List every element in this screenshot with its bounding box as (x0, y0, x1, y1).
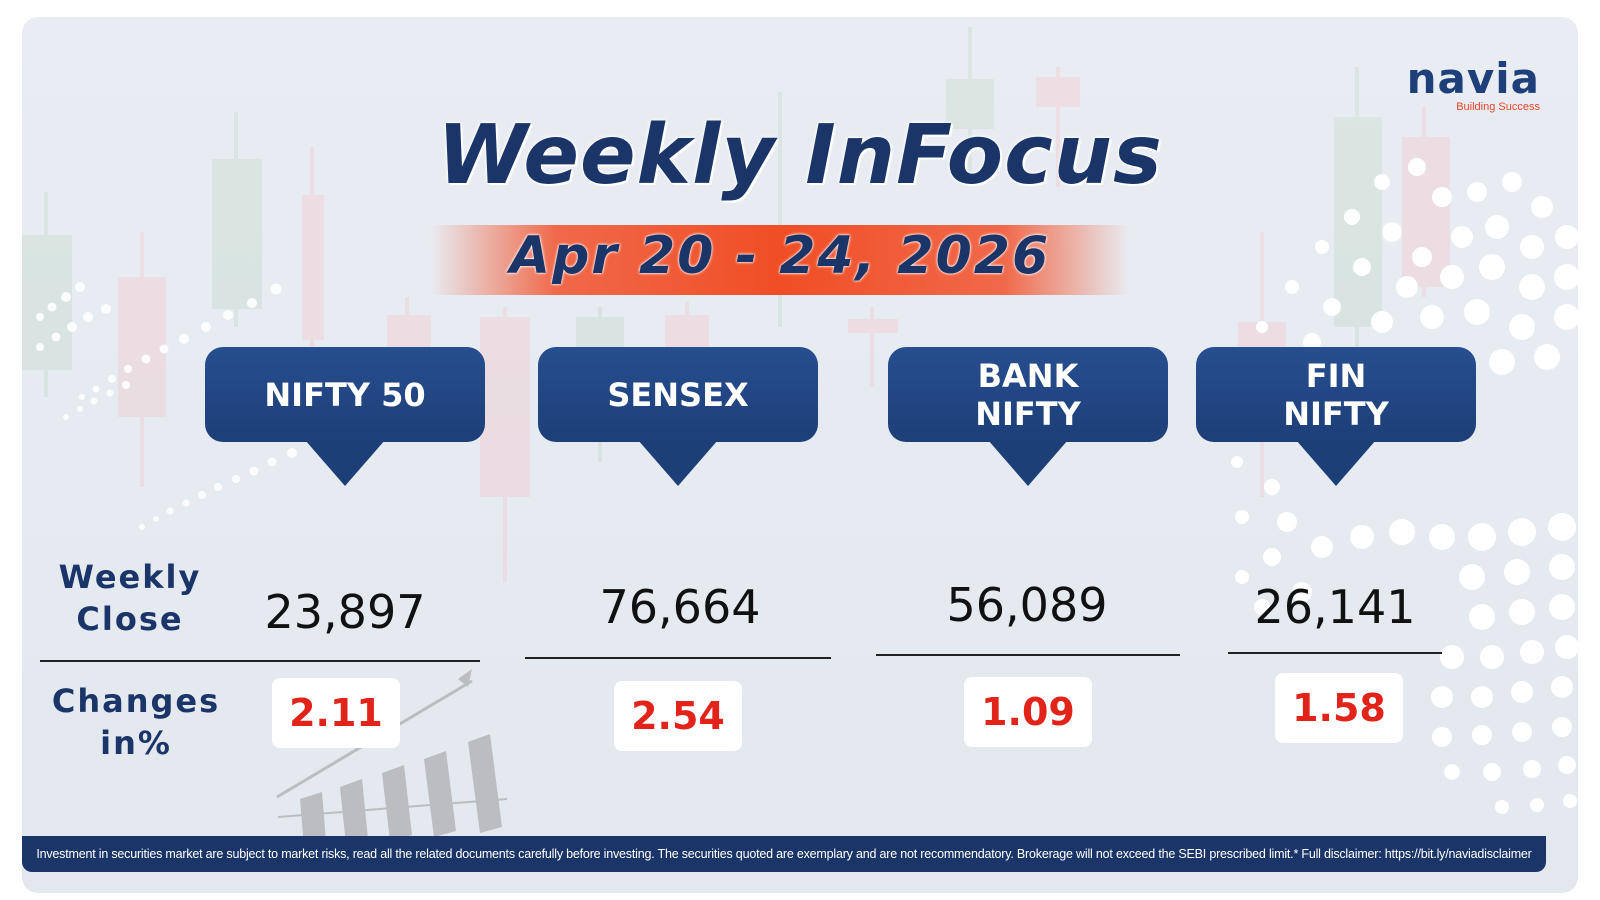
date-highlight-band (430, 225, 1130, 295)
logo-wordmark: navia (1406, 54, 1540, 103)
date-range: Apr 20 - 24, 2026 (509, 226, 1051, 286)
changes-label: Changes in% (51, 682, 221, 762)
index-callout-fin-nifty: FIN NIFTY (1196, 347, 1476, 486)
row-divider (525, 657, 831, 659)
change-percent-box: 2.11 (272, 678, 400, 748)
disclaimer-bar: Investment in securities market are subj… (22, 836, 1546, 872)
weekly-close-value: 23,897 (264, 585, 426, 639)
index-name: SENSEX (607, 375, 749, 414)
change-percent-box: 1.09 (964, 677, 1092, 747)
candlestick-background (22, 27, 1578, 847)
change-percent-box: 1.58 (1275, 673, 1403, 743)
index-name: BANK NIFTY (975, 356, 1081, 433)
row-divider (40, 660, 480, 662)
weekly-close-value: 56,089 (946, 578, 1108, 632)
weekly-close-value: 26,141 (1254, 580, 1416, 634)
change-percent-box: 2.54 (614, 681, 742, 751)
index-callout-nifty50: NIFTY 50 (205, 347, 485, 486)
row-divider (1228, 652, 1442, 654)
navia-logo[interactable]: navia Building Success (1380, 55, 1540, 135)
logo-tagline: Building Success (1456, 101, 1540, 113)
index-callout-sensex: SENSEX (538, 347, 818, 486)
weekly-close-value: 76,664 (599, 580, 761, 634)
row-divider (876, 654, 1180, 656)
index-callout-bank-nifty: BANK NIFTY (888, 347, 1168, 486)
index-name: NIFTY 50 (264, 375, 426, 414)
page-title: Weekly InFocus (437, 108, 1163, 203)
weekly-close-label: Weekly Close (58, 558, 202, 638)
index-name: FIN NIFTY (1283, 356, 1389, 433)
